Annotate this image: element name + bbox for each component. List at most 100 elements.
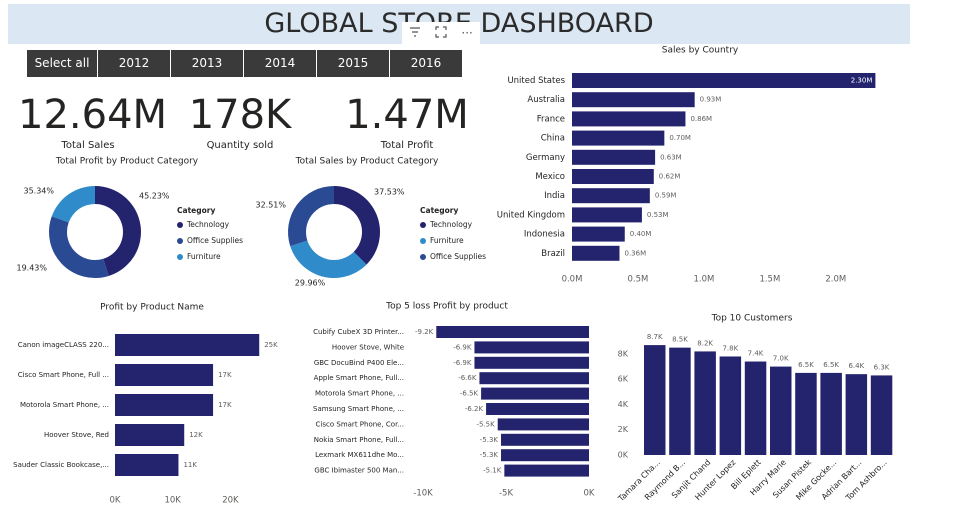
legend-label: Technology xyxy=(429,220,473,229)
x-tick-label: -10K xyxy=(413,489,433,499)
data-label: -9.2K xyxy=(415,328,434,336)
y-tick-label: 4K xyxy=(618,400,629,409)
bar xyxy=(845,374,868,455)
data-label: 0.93M xyxy=(700,96,722,104)
visual-header-toolbar: ··· xyxy=(402,22,480,44)
more-options-icon[interactable]: ··· xyxy=(461,26,473,40)
category-label: Australia xyxy=(527,95,565,105)
category-label: Motorola Smart Phone, ... xyxy=(315,390,404,398)
slice-label: 32.51% xyxy=(255,201,286,210)
bar xyxy=(436,326,589,338)
category-label: France xyxy=(537,114,565,124)
legend-label: Furniture xyxy=(187,252,221,261)
data-label: -6.2K xyxy=(465,405,484,413)
chart-title: Sales by Country xyxy=(662,46,739,56)
data-label: 25K xyxy=(264,341,278,349)
chart-title: Total Sales by Product Category xyxy=(295,157,439,167)
filter-icon[interactable] xyxy=(409,26,421,41)
category-label: United States xyxy=(507,76,565,86)
bar xyxy=(719,356,742,455)
data-label: 7.0K xyxy=(773,355,789,363)
data-label: -6.9K xyxy=(453,343,472,351)
legend-label: Furniture xyxy=(430,236,464,245)
kpi-total-profit-label: Total Profit xyxy=(380,140,434,151)
x-tick-label: -5K xyxy=(499,489,513,499)
kpi-total-sales-label: Total Sales xyxy=(61,140,115,151)
kpi-quantity-value: 178K xyxy=(188,92,292,138)
chart-title: Profit by Product Name xyxy=(100,303,204,313)
legend-marker xyxy=(177,222,183,228)
bar xyxy=(744,361,767,455)
bar xyxy=(572,149,656,165)
slice-label: 29.96% xyxy=(295,279,326,288)
donut-slice xyxy=(95,186,141,276)
year-slicer: Select all 2012 2013 2014 2015 2016 xyxy=(27,50,463,77)
category-label: Cisco Smart Phone, Cor... xyxy=(316,420,404,428)
data-label: 0.59M xyxy=(655,192,677,200)
x-tick-label: 20K xyxy=(222,496,239,506)
data-label: -5.3K xyxy=(480,451,499,459)
bar xyxy=(479,372,589,385)
bar xyxy=(795,372,817,455)
data-label: 7.4K xyxy=(748,350,764,358)
slicer-2013[interactable]: 2013 xyxy=(171,50,243,77)
x-tick-label: 1.0M xyxy=(693,275,714,285)
category-label: Cubify CubeX 3D Printer... xyxy=(313,328,404,336)
y-tick-label: 2K xyxy=(618,425,629,434)
bar xyxy=(115,334,260,356)
bar xyxy=(870,375,893,455)
bar xyxy=(486,403,589,415)
data-label: 2.30M xyxy=(851,77,873,85)
data-label: -6.9K xyxy=(453,359,472,367)
bar xyxy=(572,111,686,127)
legend-title: Category xyxy=(177,206,215,215)
donut-slice xyxy=(334,186,381,265)
expand-icon[interactable] xyxy=(435,25,447,41)
data-label: 7.8K xyxy=(722,344,738,352)
slicer-2014[interactable]: 2014 xyxy=(244,50,316,77)
bar xyxy=(501,433,589,446)
data-label: 6.5K xyxy=(798,361,814,369)
data-label: 0.36M xyxy=(624,249,646,257)
data-label: 17K xyxy=(218,401,232,409)
bar xyxy=(115,454,179,476)
bar xyxy=(572,226,625,242)
slicer-2012[interactable]: 2012 xyxy=(98,50,170,77)
legend-label: Office Supplies xyxy=(430,252,486,261)
category-label: Samsung Smart Phone, ... xyxy=(313,405,404,413)
data-label: 17K xyxy=(218,371,232,379)
category-label: GBC DocuBind P400 Ele... xyxy=(314,359,404,367)
bar xyxy=(669,347,691,455)
slicer-2016[interactable]: 2016 xyxy=(390,50,462,77)
data-label: 11K xyxy=(183,461,197,469)
x-tick-label: 0.5M xyxy=(628,275,649,285)
bar xyxy=(572,188,650,204)
slicer-2015[interactable]: 2015 xyxy=(317,50,389,77)
legend-marker xyxy=(177,238,183,244)
chart-title: Total Profit by Product Category xyxy=(55,157,199,167)
category-label: Tamara Cha... xyxy=(616,458,662,504)
bar xyxy=(115,364,214,386)
kpi-total-sales-value: 12.64M xyxy=(18,92,168,138)
bar xyxy=(504,464,589,477)
category-label: Hoover Stove, White xyxy=(332,343,404,351)
data-label: -5.3K xyxy=(480,436,499,444)
category-label: GBC Ibimaster 500 Man... xyxy=(314,467,404,475)
x-tick-label: 10K xyxy=(164,496,181,506)
kpi-quantity-label: Quantity sold xyxy=(206,140,274,151)
donut-slice xyxy=(288,186,334,247)
slice-label: 37.53% xyxy=(374,188,405,197)
data-label: 8.7K xyxy=(647,333,663,341)
donut-slice xyxy=(51,185,95,223)
slicer-select-all[interactable]: Select all xyxy=(27,50,97,77)
bar xyxy=(572,92,695,108)
legend-marker xyxy=(420,238,426,244)
bar xyxy=(497,418,589,431)
category-label: Germany xyxy=(526,153,565,163)
category-label: Mexico xyxy=(535,172,565,182)
data-label: 6.5K xyxy=(823,361,839,369)
y-tick-label: 6K xyxy=(618,375,629,384)
bar xyxy=(481,387,589,400)
category-label: China xyxy=(541,134,565,144)
